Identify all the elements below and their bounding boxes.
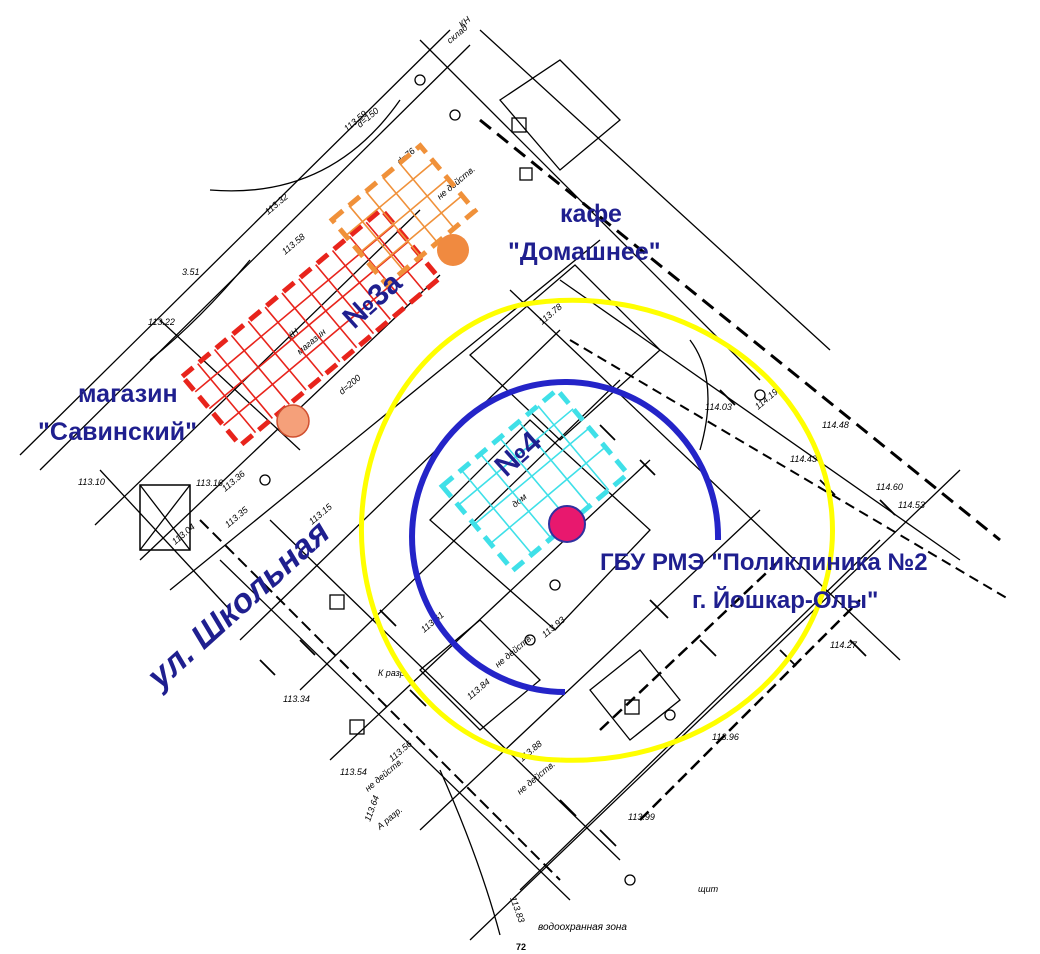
- survey-label: 113.83: [508, 895, 527, 924]
- survey-label: 113.32: [263, 192, 290, 217]
- survey-label: 113.16: [196, 478, 223, 488]
- survey-label: 3.51: [182, 267, 200, 277]
- survey-label: 113.22: [148, 317, 175, 327]
- blue-radius-ring: [409, 379, 722, 695]
- survey-label: 114.27: [830, 640, 858, 650]
- survey-label: склад: [445, 23, 470, 46]
- survey-label: 113.78: [537, 302, 564, 327]
- clinic-label-line1: ГБУ РМЭ "Поликлиника №2: [600, 549, 928, 576]
- survey-label: d=150: [355, 106, 381, 130]
- survey-label: К разр.: [378, 668, 407, 678]
- survey-label: 113.58: [280, 232, 307, 257]
- shop-label-line2: "Савинский": [38, 418, 197, 446]
- survey-label: 113.35: [223, 504, 251, 530]
- survey-label: 113.93: [540, 615, 567, 640]
- survey-label: 113.54: [340, 767, 367, 777]
- survey-label: 114.03: [705, 402, 732, 412]
- survey-label: А разр.: [374, 805, 404, 833]
- cafe-label-line1: кафе: [560, 200, 622, 228]
- cafe-label-line2: "Домашнее": [508, 238, 661, 266]
- survey-label: 113.04: [170, 522, 197, 547]
- clinic-marker-icon[interactable]: [548, 505, 586, 543]
- survey-label: 113.84: [465, 677, 492, 702]
- survey-label: не действ.: [493, 632, 535, 670]
- survey-label: d=200: [337, 373, 363, 397]
- shop-label-line1: магазин: [78, 380, 178, 408]
- plot-3a-red-area: [178, 205, 443, 449]
- clinic-label-line2: г. Йошкар-Олы": [692, 586, 878, 614]
- survey-label: 113.10: [78, 477, 105, 487]
- survey-label: 113.99: [628, 812, 655, 822]
- survey-label: щит: [698, 884, 719, 894]
- yellow-radius-ring-left: [358, 302, 561, 763]
- survey-label: 113.96: [712, 732, 739, 742]
- survey-label: 114.53: [898, 500, 925, 510]
- survey-label: 114.48: [822, 420, 849, 430]
- survey-base: [19, 29, 1011, 941]
- survey-label: не действ.: [363, 756, 405, 794]
- shop-marker-icon[interactable]: [276, 404, 310, 438]
- survey-label: 114.60: [876, 482, 903, 492]
- plot-3a-orange-area: [328, 142, 479, 289]
- water-zone-label: водоохранная зона: [538, 922, 627, 933]
- yellow-radius-ring: [519, 297, 835, 763]
- page-number: 72: [516, 942, 526, 952]
- plot-3a-label: №3а: [337, 266, 409, 335]
- survey-label: 113.64: [362, 794, 381, 823]
- cafe-marker-icon[interactable]: [437, 234, 469, 266]
- survey-label: не действ.: [435, 164, 477, 202]
- street-name-label: ул. Школьная: [138, 513, 337, 697]
- survey-label: 114.43: [790, 454, 817, 464]
- survey-label: 113.34: [283, 694, 310, 704]
